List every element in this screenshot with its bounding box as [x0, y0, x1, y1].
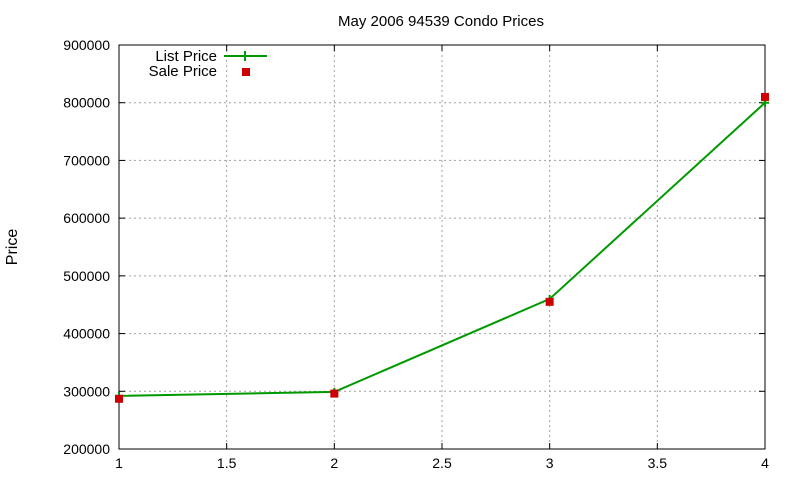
x-tick-label: 3: [546, 455, 554, 471]
legend: List Price Sale Price: [149, 48, 267, 80]
x-tick-label: 1.5: [217, 455, 237, 471]
x-tick-label: 4: [761, 455, 769, 471]
legend-marker-list-price: [240, 51, 250, 61]
y-tick-label: 500000: [63, 268, 110, 284]
grid: [119, 45, 765, 449]
sale-price-point: [545, 297, 554, 306]
chart-title: May 2006 94539 Condo Prices: [338, 13, 544, 30]
y-tick-label: 300000: [63, 383, 110, 399]
axis-ticks: 1 1.5 2 2.5 3 3.5 4 200000 300000 400000 500000 600…: [63, 37, 769, 471]
legend-label-sale-price: Sale Price: [149, 63, 217, 80]
y-axis-label: Price: [4, 229, 21, 266]
y-tick-label: 900000: [63, 37, 110, 53]
y-tick-label: 600000: [63, 210, 110, 226]
x-tick-label: 2: [330, 455, 338, 471]
y-tick-label: 400000: [63, 326, 110, 342]
y-tick-label: 800000: [63, 95, 110, 111]
x-tick-label: 3.5: [648, 455, 668, 471]
sale-price-point: [115, 394, 123, 403]
y-tick-label: 200000: [63, 441, 110, 457]
sale-price-point: [761, 92, 769, 101]
series: [115, 92, 769, 403]
y-tick-label: 700000: [63, 152, 110, 168]
legend-marker-sale-price: [242, 68, 250, 76]
x-tick-label: 2.5: [432, 455, 452, 471]
legend-label-list-price: List Price: [155, 48, 217, 65]
sale-price-point: [330, 389, 339, 398]
series-line-list-price: [118, 101, 766, 397]
x-tick-label: 1: [115, 455, 123, 471]
